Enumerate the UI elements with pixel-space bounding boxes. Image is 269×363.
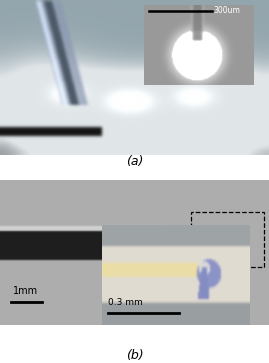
Text: (b): (b) xyxy=(126,349,143,362)
Text: (a): (a) xyxy=(126,155,143,168)
Text: 1mm: 1mm xyxy=(13,286,38,296)
Text: 300um: 300um xyxy=(213,6,240,15)
Text: 0.3 mm: 0.3 mm xyxy=(108,298,143,307)
Bar xyxy=(191,212,264,267)
